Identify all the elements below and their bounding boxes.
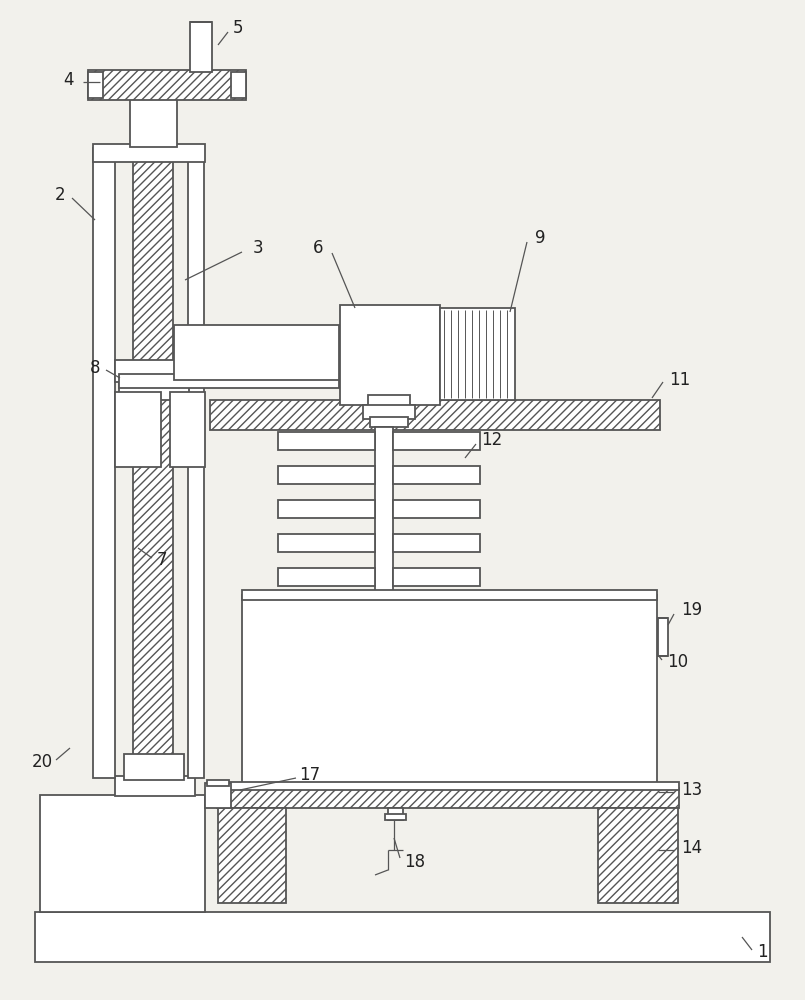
Text: 7: 7 [157,551,167,569]
Text: 17: 17 [299,766,320,784]
Bar [385,814,406,820]
Bar [40,795,205,912]
Bar [93,144,205,162]
Text: 4: 4 [63,71,73,89]
Bar [393,568,480,586]
Bar [363,405,415,419]
Bar [370,417,408,427]
Bar [190,22,212,72]
Text: 11: 11 [670,371,691,389]
Text: 3: 3 [253,239,263,257]
Text: 13: 13 [681,781,703,799]
Bar [217,788,679,808]
Bar [124,754,184,780]
Bar [119,382,189,400]
Text: 8: 8 [89,359,101,377]
Bar [393,500,480,518]
Text: 1: 1 [757,943,767,961]
Bar [393,534,480,552]
Text: 12: 12 [481,431,502,449]
Bar [598,808,678,903]
Bar [174,325,339,380]
Bar [375,427,393,652]
Bar [218,808,286,903]
Bar [278,466,375,484]
Bar [88,72,103,98]
Bar [217,782,679,790]
Text: 19: 19 [682,601,703,619]
Bar [278,432,375,450]
Bar [188,148,204,778]
Bar [115,392,161,467]
Text: 20: 20 [31,753,52,771]
Bar [368,395,410,407]
Text: 6: 6 [313,239,324,257]
Text: 18: 18 [404,853,426,871]
Bar [93,148,115,778]
Bar [115,360,193,382]
Bar [130,95,177,147]
Bar [658,618,668,656]
Bar [388,808,403,820]
Bar [242,590,657,600]
Bar [242,595,657,790]
Bar [278,534,375,552]
Bar [205,783,231,808]
Bar [393,432,480,450]
Bar [170,392,205,467]
Bar [35,912,770,962]
Text: 10: 10 [667,653,688,671]
Bar [210,400,660,430]
Bar [133,148,173,778]
Bar [278,568,375,586]
Text: 5: 5 [233,19,243,37]
Bar [128,760,183,778]
Bar [88,70,246,100]
Bar [440,308,515,400]
Bar [207,780,229,786]
Bar [115,776,195,796]
Bar [340,305,440,405]
Bar [119,374,339,388]
Bar [393,466,480,484]
Bar [278,500,375,518]
Bar [231,72,246,98]
Text: 2: 2 [55,186,65,204]
Text: 14: 14 [682,839,703,857]
Text: 9: 9 [535,229,545,247]
